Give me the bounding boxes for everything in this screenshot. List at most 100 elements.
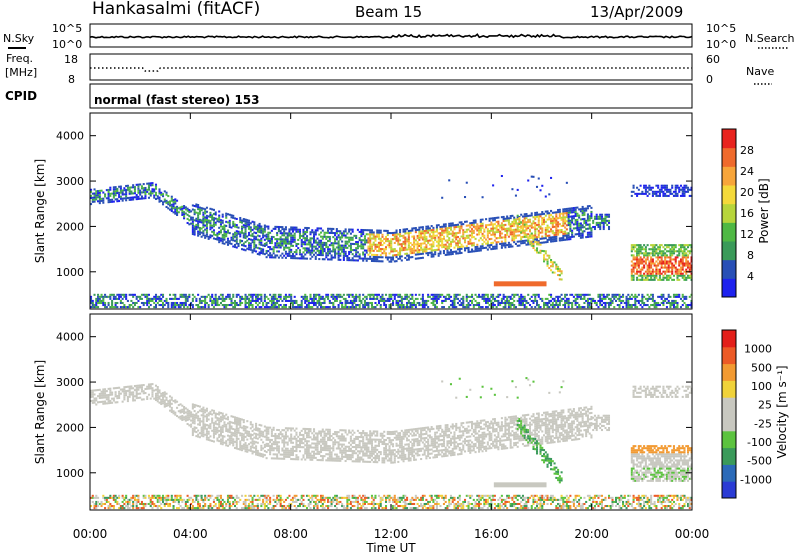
echo-cell (202, 217, 205, 220)
echo-cell (502, 215, 505, 218)
echo-cell (144, 193, 147, 196)
echo-cell (509, 227, 512, 230)
echo-cell (409, 306, 412, 309)
echo-cell (432, 249, 435, 252)
colorbar-tick-label: 12 (740, 228, 754, 241)
echo-cell (456, 297, 460, 300)
echo-cell (493, 217, 496, 220)
echo-cell (541, 241, 544, 244)
echo-cell (191, 226, 194, 229)
echo-cell (527, 214, 530, 217)
echo-cell (483, 246, 486, 249)
echo-cell (455, 226, 458, 229)
echo-cell (527, 220, 530, 224)
echo-cell (683, 186, 686, 189)
echo-cell (535, 251, 539, 254)
echo-cell (191, 224, 194, 227)
echo-cell (421, 226, 424, 229)
echo-cell (551, 297, 554, 300)
echo-cell (530, 240, 533, 243)
echo-cell (137, 396, 140, 399)
echo-cell (360, 245, 363, 248)
echo-cell (191, 208, 194, 211)
echo-cell (263, 224, 266, 227)
echo-cell (321, 229, 324, 232)
echo-cell (139, 193, 142, 196)
echo-cell (269, 239, 272, 242)
echo-cell (244, 218, 247, 221)
echo-cell (458, 241, 461, 244)
echo-cell (583, 301, 586, 305)
echo-cell (260, 237, 263, 240)
echo-cell (121, 494, 124, 497)
echo-cell (662, 278, 665, 281)
echo-cell (449, 251, 453, 254)
echo-cell (507, 227, 510, 230)
echo-cell (411, 229, 414, 232)
echo-cell (437, 224, 440, 227)
echo-cell (126, 500, 129, 503)
echo-cell (651, 254, 654, 257)
echo-cell (172, 304, 175, 307)
echo-cell (511, 220, 514, 223)
echo-cell (277, 250, 280, 253)
echo-cell (442, 235, 445, 238)
echo-cell (618, 293, 621, 296)
echo-cell (602, 219, 605, 222)
echo-cell (388, 304, 391, 307)
echo-cell (507, 245, 510, 248)
echo-cell (632, 184, 635, 187)
echo-cell (630, 254, 633, 257)
echo-cell (674, 250, 677, 253)
echo-cell (332, 293, 335, 296)
echo-cell (248, 225, 251, 228)
noise-left-tick-bottom: 10^0 (52, 38, 82, 51)
echo-cell (377, 237, 381, 240)
echo-cell (226, 231, 230, 234)
echo-cell (541, 184, 544, 187)
echo-cell (307, 304, 310, 307)
echo-cell (492, 223, 495, 226)
echo-cell (521, 242, 524, 245)
echo-cell (118, 507, 121, 510)
echo-cell (386, 297, 389, 300)
echo-cell (93, 200, 96, 203)
echo-cell (379, 297, 382, 300)
echo-cell (665, 266, 668, 269)
echo-cell (363, 295, 366, 298)
echo-cell (650, 270, 653, 273)
echo-cell (260, 239, 263, 242)
echo-cell (153, 505, 156, 508)
echo-cell (636, 268, 639, 271)
echo-cell (200, 306, 203, 309)
echo-cell (671, 264, 674, 267)
echo-cell (214, 221, 217, 224)
echo-cell (97, 293, 100, 296)
echo-cell (314, 301, 317, 305)
echo-cell (302, 251, 305, 254)
echo-cell (611, 299, 614, 302)
echo-cell (365, 249, 368, 252)
echo-cell (650, 304, 653, 307)
echo-cell (446, 233, 449, 236)
echo-cell (125, 199, 128, 202)
echo-cell (121, 191, 124, 194)
echo-cell (686, 186, 690, 189)
echo-cell (576, 222, 579, 225)
echo-cell (225, 231, 228, 234)
echo-cell (511, 293, 514, 296)
echo-cell (362, 293, 365, 296)
echo-cell (671, 262, 674, 265)
echo-cell (332, 232, 335, 235)
echo-cell (90, 306, 93, 309)
echo-cell (571, 219, 574, 222)
echo-cell (402, 297, 405, 300)
echo-cell (532, 175, 535, 178)
echo-cell (500, 240, 503, 243)
echo-cell (404, 230, 407, 233)
echo-cell (346, 293, 349, 296)
echo-cell (516, 293, 519, 296)
echo-cell (674, 295, 677, 298)
echo-cell (290, 240, 293, 243)
echo-cell (478, 295, 481, 298)
